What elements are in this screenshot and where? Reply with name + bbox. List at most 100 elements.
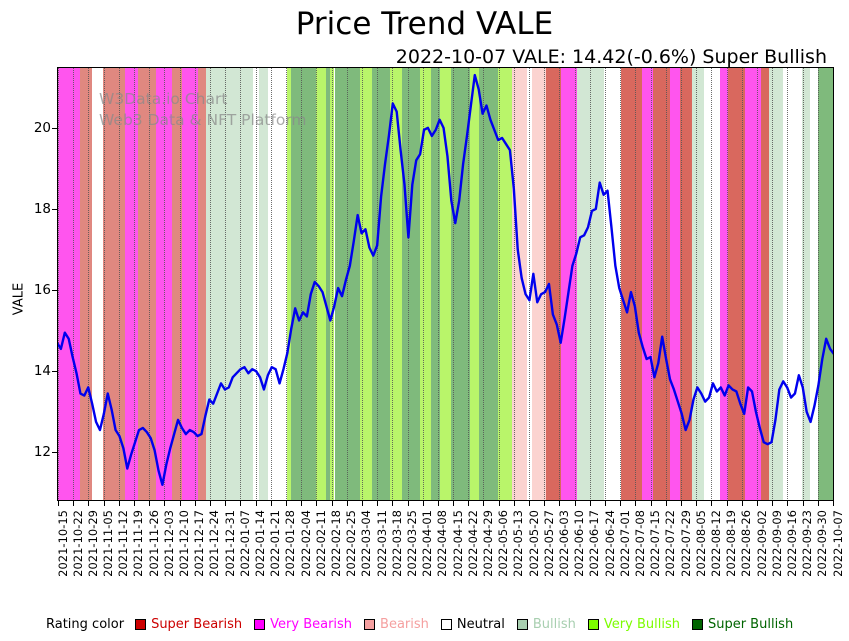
price-series-vale [57,73,834,486]
x-axis-tick-mark [179,501,181,506]
legend-item-label: Very Bearish [270,616,353,632]
x-axis-tick-label: 2022-04-15 [450,510,465,577]
rating-band [287,67,292,501]
x-axis-tick-mark [741,501,743,506]
x-axis-tick-mark [817,501,819,506]
rating-band [782,67,802,501]
rating-band [809,67,818,501]
rating-band [603,67,622,501]
rating-band [258,67,269,501]
gridline [225,67,227,501]
y-axis-tick-mark [52,371,57,373]
x-axis-tick-mark [802,501,804,506]
x-axis-tick-mark [498,501,500,506]
x-axis-tick-mark [437,501,439,506]
rating-band [430,67,441,501]
legend-item[interactable]: Super Bearish [135,617,242,632]
legend-title: Rating color [46,616,125,632]
gridline [620,67,622,501]
x-axis-tick-label: 2021-10-29 [85,510,100,577]
price-line [57,73,834,486]
legend-item[interactable]: Super Bullish [691,617,793,632]
gridline [772,67,774,501]
x-axis-tick-label: 2022-08-05 [693,510,708,577]
gridline [392,67,394,501]
rating-band [511,67,527,501]
legend-item[interactable]: Bullish [516,617,576,632]
x-axis-tick-label: 2022-02-25 [344,510,359,577]
x-axis-tick-mark [650,501,652,506]
gridline [498,67,500,501]
gridline [665,67,667,501]
y-axis-tick-label: 14 [33,363,51,380]
legend-item-label: Neutral [456,616,505,632]
legend-item-label: Very Bullish [603,616,680,632]
x-axis-tick-mark [331,501,333,506]
x-axis-tick-mark [696,501,698,506]
rating-band [744,67,761,501]
legend-item[interactable]: Very Bullish [587,616,680,632]
legend-item-label: Super Bearish [151,616,243,632]
gridline [483,67,485,501]
x-axis-tick-mark [529,501,531,506]
x-axis-tick-mark [270,501,272,506]
rating-band [440,67,451,501]
gridline [529,67,531,501]
y-axis-tick-label: 20 [33,119,51,136]
page-title: Price Trend VALE [295,6,554,42]
rating-band [469,67,480,501]
rating-band [372,67,390,501]
gridline [407,67,409,501]
x-axis-tick-mark [772,501,774,506]
gridline [301,67,303,501]
gridline [453,67,455,501]
gridline [574,67,576,501]
gridline [787,67,789,501]
x-axis-tick-mark [559,501,561,506]
gridline [468,67,470,501]
rating-band [326,67,331,501]
gridline [589,67,591,501]
x-axis-tick-label: 2022-09-23 [800,510,815,577]
y-axis-tick-mark [52,290,57,292]
gridline [802,67,804,501]
gridline [118,67,120,501]
rating-band [205,67,254,501]
x-axis-tick-label: 2022-04-08 [435,510,450,577]
rating-band [402,67,420,501]
x-axis-tick-label: 2021-12-10 [177,510,192,577]
x-axis-tick-label: 2022-09-09 [769,510,784,577]
x-axis-tick-mark [194,501,196,506]
y-axis-tick-mark [52,127,57,129]
y-axis-label: VALE [11,282,27,316]
legend-swatch-icon [516,618,528,630]
rating-band [360,67,373,501]
rating-band [181,67,198,501]
x-axis-tick-label: 2022-03-25 [405,510,419,577]
rating-band [498,67,512,501]
x-axis-tick-label: 2022-06-03 [556,510,571,577]
gridline [58,67,59,501]
legend-item[interactable]: Neutral [440,616,505,632]
x-axis-tick-mark [377,501,379,506]
x-axis-tick-label: 2022-07-01 [617,510,632,577]
gridline [650,67,652,501]
x-axis-tick-label: 2022-01-28 [283,510,298,577]
x-axis-tick-label: 2022-07-29 [678,510,693,577]
legend-item[interactable]: Bearish [364,617,429,632]
x-axis-tick-mark [726,501,728,506]
legend-swatch-icon [587,618,599,630]
legend-item[interactable]: Very Bearish [254,617,352,632]
rating-band [817,67,834,501]
chart-subtitle: 2022-10-07 VALE: 14.42(-0.6%) Super Bull… [395,46,827,68]
x-axis-tick-label: 2022-03-18 [389,510,404,577]
x-axis-tick-label: 2022-09-02 [754,510,769,577]
x-axis-tick-label: 2021-12-17 [192,510,207,577]
rating-band [450,67,470,501]
rating-band [315,67,327,501]
x-axis-tick-mark [665,501,667,506]
gridline [149,67,151,501]
x-axis-tick-label: 2021-12-03 [161,510,176,577]
x-axis-tick-mark [58,501,59,506]
gridline [331,67,333,501]
